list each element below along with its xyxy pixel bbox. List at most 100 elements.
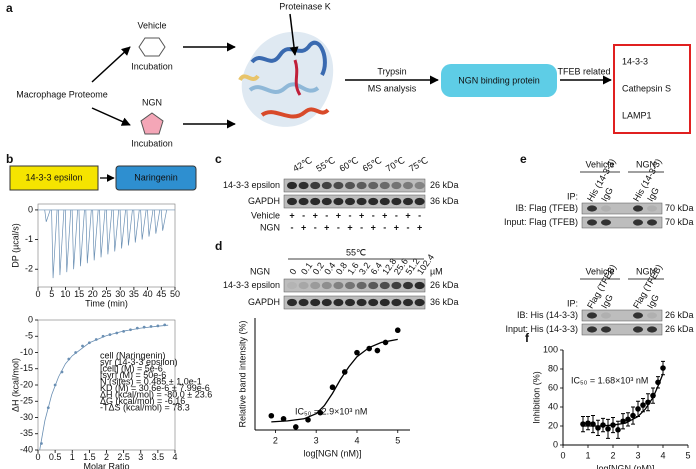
blot-band (379, 298, 390, 307)
blot-band (333, 197, 344, 206)
blot-band (298, 197, 309, 206)
x-tick-label: 35 (129, 289, 139, 299)
blot-strip (581, 323, 663, 336)
row-label: GAPDH (248, 196, 280, 206)
row-label: GAPDH (248, 297, 280, 307)
x-tick-label: 0 (35, 452, 40, 462)
injection-peak (51, 209, 58, 279)
x-tick-label: 45 (156, 289, 166, 299)
x-tick-label: 4 (660, 450, 665, 460)
injection-peak (140, 209, 147, 240)
ligand: Naringenin (134, 172, 178, 182)
vehicle: Vehicle (137, 20, 166, 30)
panel-label: b (6, 152, 13, 166)
sign: - (418, 210, 421, 220)
temperature-label: 55℃ (346, 247, 366, 257)
blot-band (414, 181, 425, 190)
blot-band (333, 181, 344, 190)
treatment-label: Vehicle (251, 210, 280, 220)
size-label: 26 kDa (430, 280, 459, 290)
blot-band (368, 281, 379, 290)
x-tick-label: 3.5 (152, 452, 165, 462)
blot-band (647, 326, 657, 333)
blot-strip (581, 216, 663, 229)
enzyme: Proteinase K (279, 1, 331, 11)
data-point (305, 417, 311, 423)
sign: - (325, 210, 328, 220)
blot-band (287, 281, 297, 290)
row-label: IB: His (14-3-3) (517, 310, 578, 320)
result: NGN binding protein (458, 75, 540, 85)
y-tick-label: -2 (25, 264, 33, 274)
data-point (660, 365, 666, 371)
sign: + (289, 210, 294, 220)
injection-peak (44, 209, 51, 222)
sign: - (407, 222, 410, 232)
panel-label: d (215, 239, 222, 253)
blot-band (403, 181, 413, 190)
blot-band (298, 281, 309, 290)
ip-label: IP: (567, 191, 578, 201)
blot-band (298, 181, 309, 190)
size-label: 36 kDa (430, 297, 459, 307)
sign: + (313, 210, 318, 220)
sign: + (394, 222, 399, 232)
x-tick-label: 5 (685, 450, 690, 460)
protein-structure (238, 31, 334, 127)
annotation: IC₅₀ = 1.68×10³ nM (571, 375, 648, 385)
itc-parameter: [cell] (M) = 5e-6 (100, 363, 163, 373)
x-tick-label: 25 (101, 289, 111, 299)
itc-parameter: N (sites) = 0.485 ± 1.0e-1 (100, 376, 202, 386)
arrow (91, 107, 131, 126)
x-tick-label: 20 (88, 289, 98, 299)
size-label: 26 kDa (665, 324, 694, 334)
sign: + (417, 222, 422, 232)
injection-peak (64, 209, 72, 273)
x-tick-label: 10 (60, 289, 70, 299)
panel-label: f (525, 331, 530, 345)
digest: Trypsin (377, 66, 406, 76)
blot-strip (283, 278, 426, 293)
source: Macrophage Proteome (16, 89, 108, 99)
blot-band (403, 197, 413, 206)
x-tick-label: 4 (172, 452, 177, 462)
blot-band (356, 181, 367, 190)
group-label: NGN (636, 266, 656, 276)
sign: - (349, 210, 352, 220)
x-tick-label: 4 (354, 435, 359, 445)
blot-band (414, 197, 425, 206)
data-point (620, 418, 626, 425)
blot-band (403, 281, 413, 290)
data-point (268, 412, 275, 419)
y-tick-label: -5 (25, 331, 33, 341)
x-tick-label: 1.5 (83, 452, 96, 462)
injection-peak (147, 209, 154, 237)
blot-band (333, 281, 344, 290)
sign: + (382, 210, 387, 220)
itc-parameter: -TΔS (kcal/mol) = 78.3 (100, 402, 190, 412)
data-point (280, 416, 287, 422)
panel-label: e (520, 152, 527, 166)
x-tick-label: 0.5 (49, 452, 62, 462)
blot-band (321, 281, 332, 290)
blot-band (587, 219, 597, 226)
data-point (329, 384, 336, 391)
blot-band (633, 205, 643, 212)
blot-band (356, 197, 367, 206)
blot-band (633, 312, 643, 319)
blot-band (414, 281, 425, 290)
sign: + (347, 222, 352, 232)
sign: - (337, 222, 340, 232)
x-tick-label: 5 (49, 289, 54, 299)
size-label: 70 kDa (665, 203, 694, 213)
group-label: Vehicle (585, 159, 614, 169)
data-point (635, 406, 641, 412)
blot-band (368, 197, 379, 206)
sign: + (359, 210, 364, 220)
data-point (640, 402, 646, 408)
injection-peak (160, 209, 168, 231)
blot-band (391, 181, 402, 190)
y-tick-label: -40 (20, 444, 33, 454)
